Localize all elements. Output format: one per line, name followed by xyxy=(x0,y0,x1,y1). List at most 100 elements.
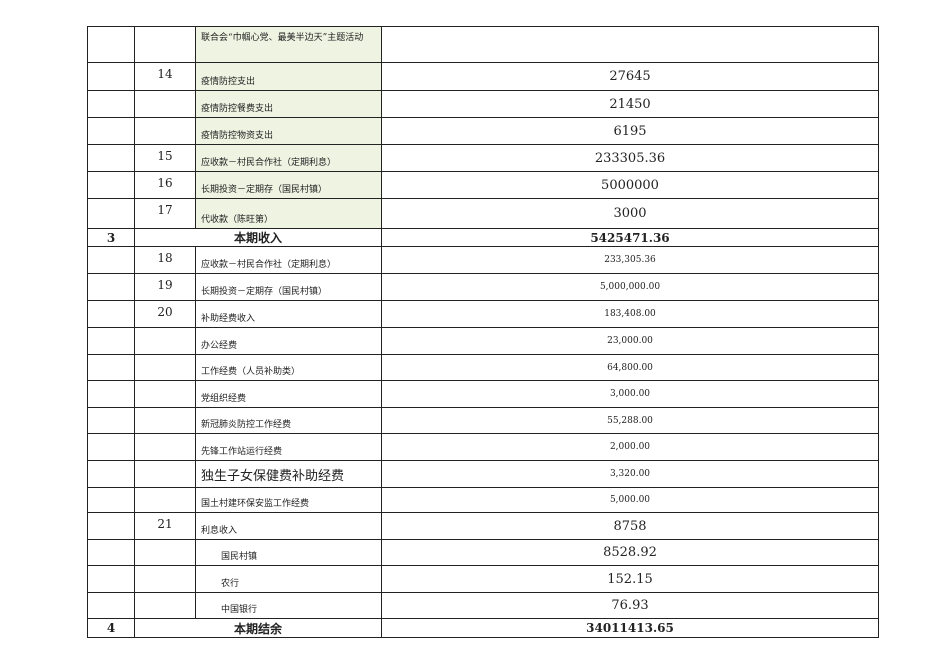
amount: 233305.36 xyxy=(381,144,879,172)
row-number xyxy=(87,144,135,172)
table-row: 4 本期结余 34011413.65 xyxy=(87,618,879,638)
row-number xyxy=(87,433,135,461)
table-row: 18 应收款－村民合作社（定期利息） 233,305.36 xyxy=(87,246,879,274)
sub-number xyxy=(134,539,196,566)
amount: 55,288.00 xyxy=(381,407,879,434)
table-row: 先锋工作站运行经费 2,000.00 xyxy=(87,433,879,461)
table-row: 20 补助经费收入 183,408.00 xyxy=(87,300,879,328)
row-number xyxy=(87,512,135,540)
sub-number xyxy=(134,117,196,145)
row-number xyxy=(87,171,135,199)
item-name: 农行 xyxy=(195,565,382,593)
amount: 5,000,000.00 xyxy=(381,273,879,301)
sub-number xyxy=(134,487,196,513)
sub-number: 14 xyxy=(134,62,196,91)
row-number xyxy=(87,407,135,434)
amount: 152.15 xyxy=(381,565,879,593)
sub-number: 18 xyxy=(134,246,196,274)
table-row: 19 长期投资－定期存（国民村镇） 5,000,000.00 xyxy=(87,273,879,301)
row-number xyxy=(87,327,135,355)
table-row: 16 长期投资－定期存（国民村镇） 5000000 xyxy=(87,171,879,199)
amount: 5000000 xyxy=(381,171,879,199)
table-row: 工作经费（人员补助类） 64,800.00 xyxy=(87,354,879,381)
total-amount: 34011413.65 xyxy=(381,618,879,638)
amount: 5,000.00 xyxy=(381,487,879,513)
item-name: 疫情防控支出 xyxy=(195,62,382,91)
row-number xyxy=(87,62,135,91)
table-row: 中国银行 76.93 xyxy=(87,592,879,619)
table-row: 国土村建环保安监工作经费 5,000.00 xyxy=(87,487,879,513)
item-name: 国土村建环保安监工作经费 xyxy=(195,487,382,513)
sub-number: 17 xyxy=(134,198,196,229)
row-number xyxy=(87,26,135,63)
sub-number xyxy=(134,327,196,355)
row-number xyxy=(87,565,135,593)
total-label: 本期收入 xyxy=(134,228,382,247)
amount: 6195 xyxy=(381,117,879,145)
item-name: 代收款（陈旺第） xyxy=(195,198,382,229)
ledger-table: 联合会“巾帼心党、最美半边天”主题活动 14 疫情防控支出 27645 疫情防控餐费支出… xyxy=(87,26,879,638)
sub-number: 19 xyxy=(134,273,196,301)
item-name: 疫情防控餐费支出 xyxy=(195,90,382,118)
table-row: 独生子女保健费补助经费 3,320.00 xyxy=(87,460,879,488)
item-name: 新冠肺炎防控工作经费 xyxy=(195,407,382,434)
sub-number: 16 xyxy=(134,171,196,199)
row-number xyxy=(87,460,135,488)
item-name: 中国银行 xyxy=(195,592,382,619)
row-number xyxy=(87,246,135,274)
row-number xyxy=(87,300,135,328)
amount: 3000 xyxy=(381,198,879,229)
total-label: 本期结余 xyxy=(134,618,382,638)
row-number xyxy=(87,273,135,301)
table-row: 办公经费 23,000.00 xyxy=(87,327,879,355)
item-name: 利息收入 xyxy=(195,512,382,540)
item-name: 办公经费 xyxy=(195,327,382,355)
sub-number: 20 xyxy=(134,300,196,328)
sub-number xyxy=(134,565,196,593)
amount: 23,000.00 xyxy=(381,327,879,355)
amount: 8758 xyxy=(381,512,879,540)
table-row: 14 疫情防控支出 27645 xyxy=(87,62,879,91)
amount: 183,408.00 xyxy=(381,300,879,328)
amount: 76.93 xyxy=(381,592,879,619)
row-number xyxy=(87,592,135,619)
amount: 64,800.00 xyxy=(381,354,879,381)
table-row: 党组织经费 3,000.00 xyxy=(87,380,879,408)
sub-number: 15 xyxy=(134,144,196,172)
sub-number xyxy=(134,354,196,381)
item-name: 应收款－村民合作社（定期利息） xyxy=(195,246,382,274)
item-name: 先锋工作站运行经费 xyxy=(195,433,382,461)
item-name: 应收款－村民合作社（定期利息） xyxy=(195,144,382,172)
row-number xyxy=(87,354,135,381)
table-row: 国民村镇 8528.92 xyxy=(87,539,879,566)
row-number xyxy=(87,90,135,118)
amount: 2,000.00 xyxy=(381,433,879,461)
table-row: 疫情防控物资支出 6195 xyxy=(87,117,879,145)
item-name: 独生子女保健费补助经费 xyxy=(195,460,382,488)
row-number xyxy=(87,539,135,566)
sub-number xyxy=(134,433,196,461)
row-number: 4 xyxy=(87,618,135,638)
sub-number xyxy=(134,592,196,619)
row-number: 3 xyxy=(87,228,135,247)
table-row: 新冠肺炎防控工作经费 55,288.00 xyxy=(87,407,879,434)
table-row: 15 应收款－村民合作社（定期利息） 233305.36 xyxy=(87,144,879,172)
amount: 27645 xyxy=(381,62,879,91)
sub-number xyxy=(134,26,196,63)
row-number xyxy=(87,487,135,513)
item-name: 工作经费（人员补助类） xyxy=(195,354,382,381)
sub-number xyxy=(134,407,196,434)
sub-number xyxy=(134,460,196,488)
item-name: 党组织经费 xyxy=(195,380,382,408)
table-row: 联合会“巾帼心党、最美半边天”主题活动 xyxy=(87,26,879,63)
amount: 8528.92 xyxy=(381,539,879,566)
table-row: 疫情防控餐费支出 21450 xyxy=(87,90,879,118)
sub-number: 21 xyxy=(134,512,196,540)
row-number xyxy=(87,198,135,229)
table-row: 17 代收款（陈旺第） 3000 xyxy=(87,198,879,229)
item-name: 联合会“巾帼心党、最美半边天”主题活动 xyxy=(195,26,382,63)
table-row: 21 利息收入 8758 xyxy=(87,512,879,540)
table-row: 农行 152.15 xyxy=(87,565,879,593)
item-name: 国民村镇 xyxy=(195,539,382,566)
amount: 233,305.36 xyxy=(381,246,879,274)
